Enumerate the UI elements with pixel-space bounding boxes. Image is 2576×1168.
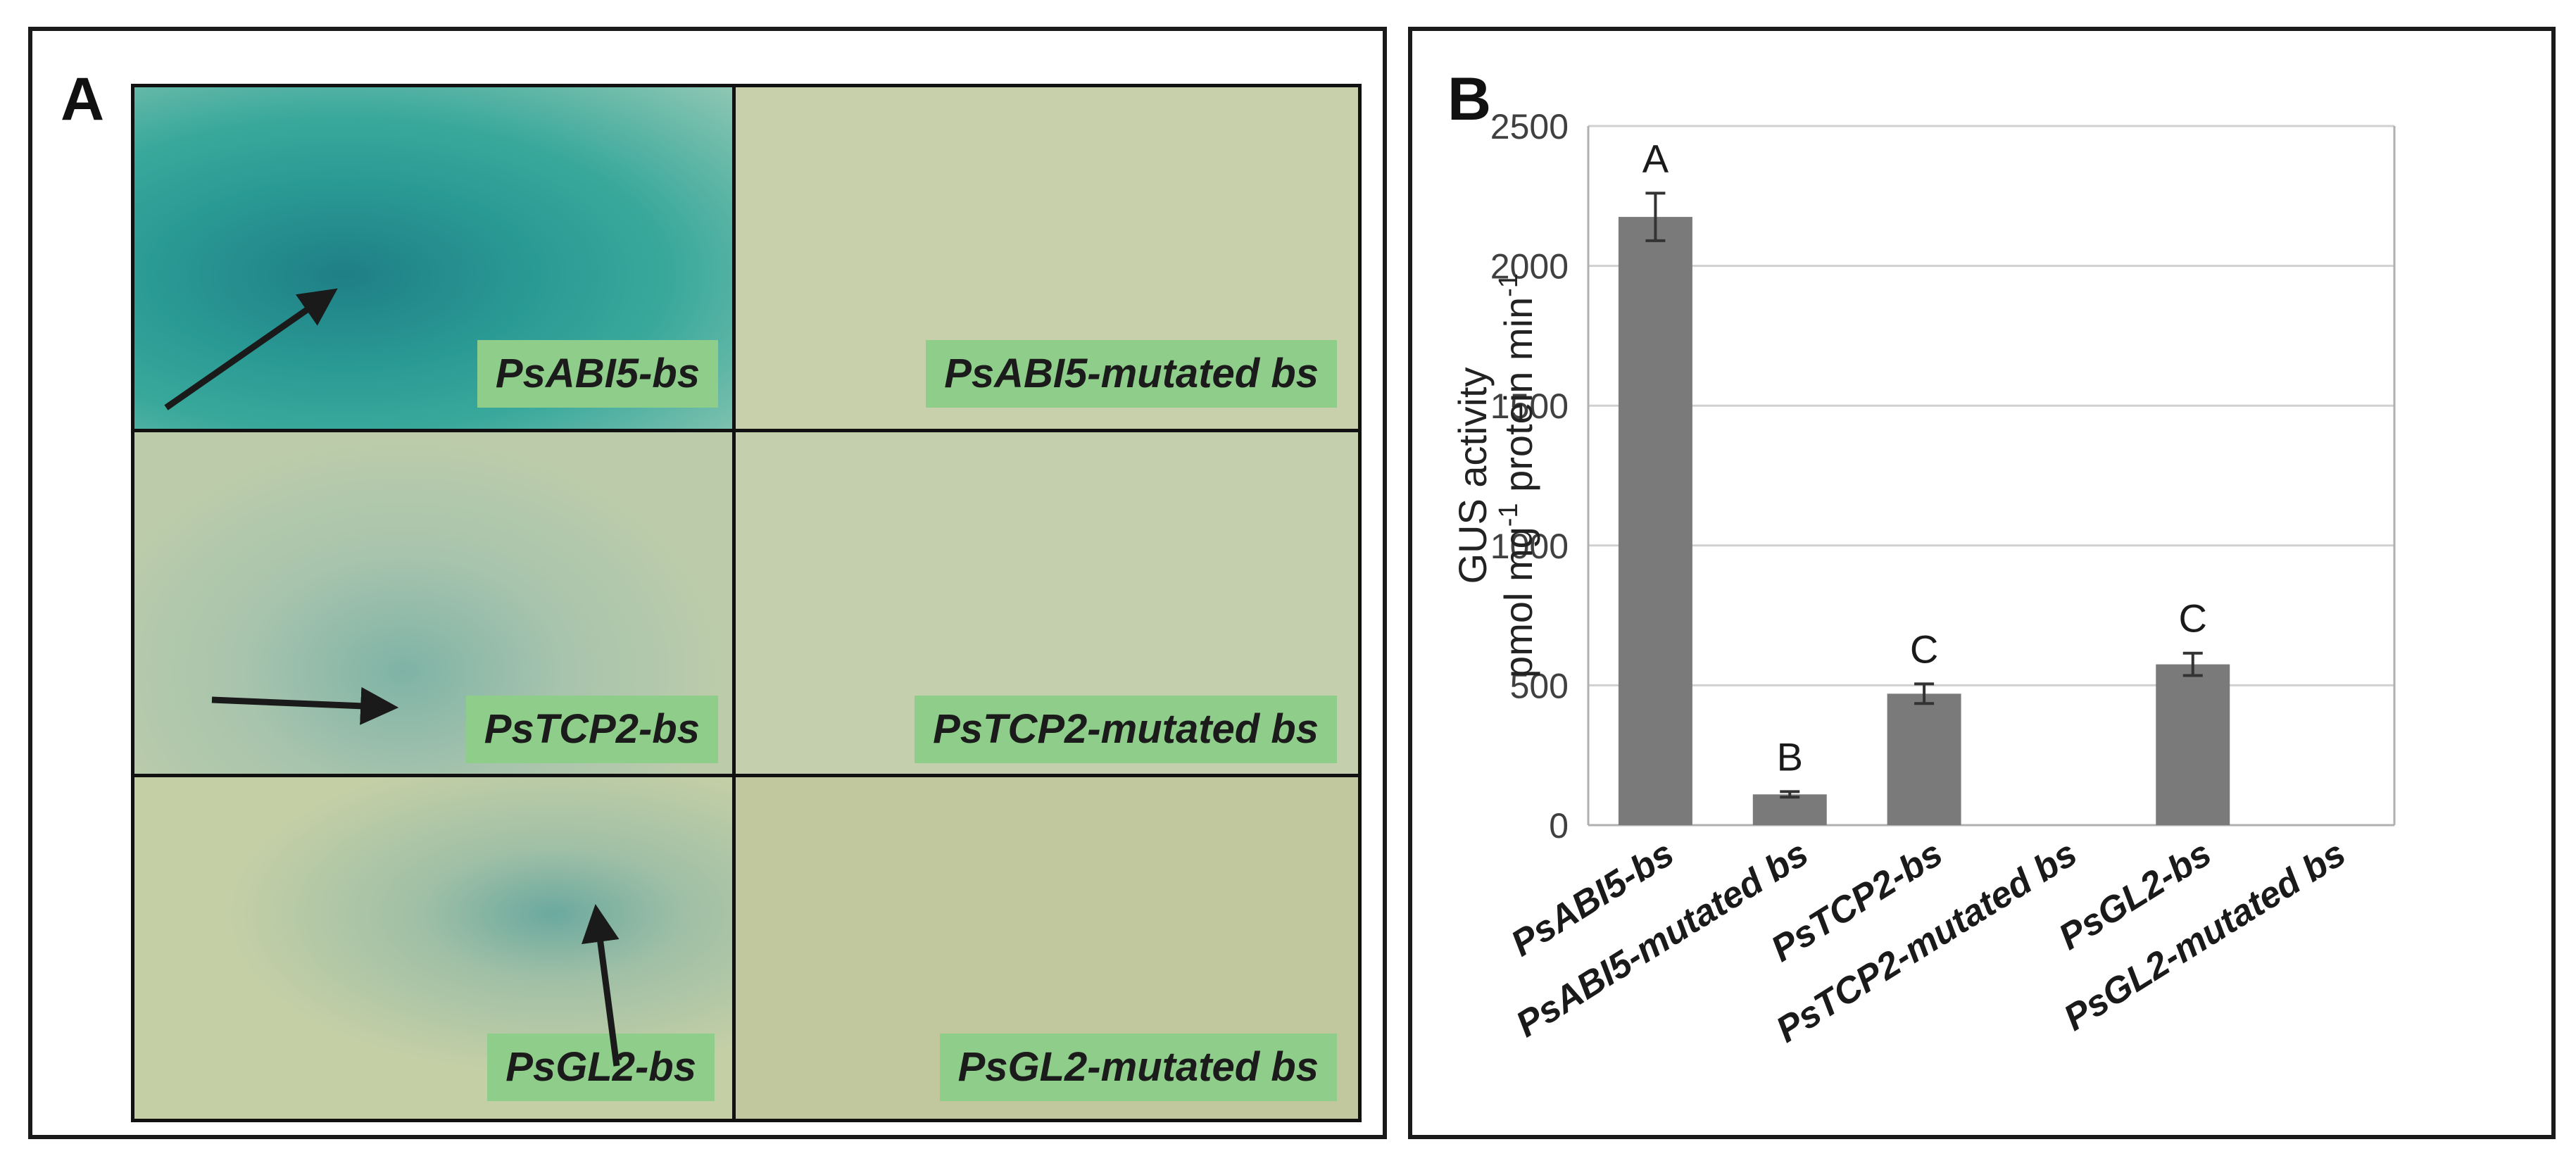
superscript: -1 [1494, 273, 1523, 297]
bar [2156, 664, 2230, 825]
tile-label: PsABI5-mutated bs [926, 340, 1337, 408]
unit-text: protein min [1496, 297, 1540, 503]
tile-pstcp2-mutated-bs: PsTCP2-mutated bs [736, 432, 1358, 774]
y-tick-label: 1000 [1490, 527, 1569, 566]
tile-psgl2-mutated-bs: PsGL2-mutated bs [736, 777, 1358, 1119]
grid-divider-horizontal [134, 774, 1358, 777]
tile-label: PsGL2-bs [487, 1034, 715, 1101]
tile-label: PsABI5-bs [477, 340, 718, 408]
tile-label: PsTCP2-mutated bs [915, 696, 1337, 763]
tile-psgl2-bs: PsGL2-bs [134, 777, 732, 1119]
y-tick-label: 2000 [1490, 247, 1569, 287]
tile-psabi5-mutated-bs: PsABI5-mutated bs [736, 87, 1358, 429]
grid-divider-horizontal [134, 429, 1358, 432]
tile-label: PsGL2-mutated bs [939, 1034, 1337, 1101]
y-tick-label: 2500 [1490, 107, 1569, 146]
superscript: -1 [1494, 503, 1523, 527]
y-tick-label: 500 [1510, 666, 1569, 705]
panel-b-letter: B [1447, 65, 1492, 133]
bar [1887, 693, 1961, 825]
significance-letter: C [2179, 596, 2207, 641]
panel-b: B 0 500 1000 1500 2000 2500 A PsABI5-bs B PsABI5-… [1408, 27, 2556, 1139]
significance-letter: B [1777, 734, 1803, 779]
y-axis-unit: pmol mg-1 protein min-1 [1494, 273, 1540, 678]
arrow-icon [211, 686, 399, 725]
arrows-overlay [164, 288, 620, 1067]
tile-label: PsTCP2-bs [465, 696, 718, 763]
y-tick-label: 0 [1549, 806, 1569, 846]
significance-letter: C [1910, 627, 1938, 671]
y-axis-title: GUS activity [1450, 367, 1495, 584]
significance-letter: A [1642, 136, 1669, 180]
microscopy-grid: PsABI5-bs PsABI5-mutated bs PsTCP2-bs Ps… [131, 84, 1362, 1122]
arrow-icon [164, 288, 338, 410]
arrow-icon [581, 904, 620, 1067]
bar-chart: 05001000150020002500APsABI5-bsBPsABI5-mu… [1450, 107, 2396, 1050]
bar [1752, 794, 1827, 825]
grid-divider-vertical [732, 87, 736, 1119]
panel-a-letter: A [61, 65, 105, 133]
tile-pstcp2-bs: PsTCP2-bs [134, 432, 732, 774]
panel-a: A PsABI5-bs PsABI5-mutated bs PsTCP2-bs … [28, 27, 1387, 1139]
tile-psabi5-bs: PsABI5-bs [134, 87, 732, 429]
y-tick-label: 1500 [1490, 387, 1569, 426]
unit-text: pmol mg [1496, 527, 1540, 678]
bar [1618, 217, 1692, 826]
